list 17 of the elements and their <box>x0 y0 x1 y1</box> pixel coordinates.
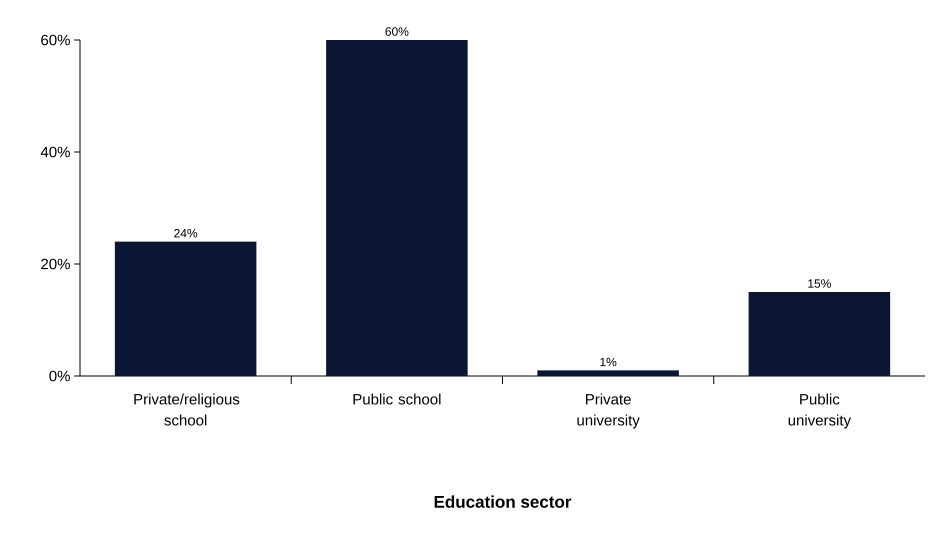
y-tick-label: 60% <box>41 34 70 46</box>
x-axis-title: Education sector <box>434 495 572 508</box>
x-tick-label: Public school <box>353 394 440 405</box>
x-tick-label: Private/religious school <box>134 394 240 426</box>
bar <box>326 40 468 376</box>
bar <box>114 242 256 376</box>
bar <box>748 292 890 376</box>
data-label: 1% <box>600 358 616 366</box>
data-label: 24% <box>174 228 198 238</box>
data-label: 15% <box>808 279 831 288</box>
bar <box>537 370 679 376</box>
x-tick-label: Private university <box>577 394 640 429</box>
data-label: 60% <box>385 27 408 36</box>
y-tick-label: 0% <box>49 370 70 382</box>
x-tick-label: Public university <box>788 394 852 429</box>
y-tick-label: 20% <box>41 258 70 270</box>
y-tick-label: 40% <box>40 146 70 158</box>
